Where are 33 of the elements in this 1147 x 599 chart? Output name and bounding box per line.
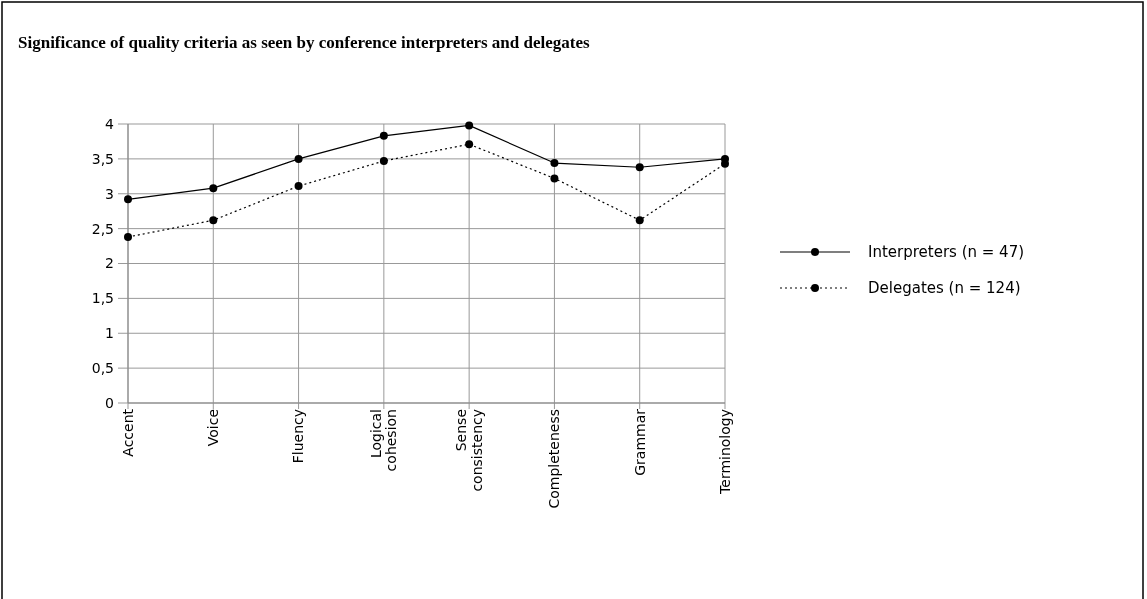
y-tick-label: 3 — [105, 185, 114, 202]
x-tick-label: Accent — [119, 408, 136, 457]
y-tick-label: 3,5 — [91, 150, 114, 167]
point — [550, 174, 559, 183]
point — [294, 154, 303, 163]
point — [379, 131, 388, 140]
x-tick-label: Logical cohesion — [368, 409, 400, 472]
legend-label: Delegates (n = 124) — [868, 279, 1021, 298]
point — [209, 216, 218, 225]
y-tick-label: 2 — [105, 255, 114, 272]
x-tick-label: Voice — [205, 409, 222, 447]
point — [379, 156, 388, 165]
y-tick-label: 2,5 — [91, 220, 114, 237]
y-tick-label: 0,5 — [91, 360, 114, 377]
point — [635, 216, 644, 225]
point — [635, 163, 644, 172]
point — [124, 195, 132, 204]
x-tick-label: Fluency — [290, 409, 307, 464]
y-tick-label: 0 — [105, 394, 114, 411]
chart-title: Significance of quality criteria as seen by conference interpreters and delegates — [18, 33, 590, 52]
point — [209, 184, 218, 193]
x-tick-label: Terminology — [716, 409, 733, 495]
y-tick-label: 1 — [105, 325, 114, 342]
point — [465, 140, 474, 149]
y-tick-label: 4 — [105, 115, 115, 132]
x-tick-label: Completeness — [546, 409, 563, 509]
legend-label: Interpreters (n = 47) — [868, 243, 1025, 262]
point — [550, 159, 559, 168]
point — [124, 233, 132, 241]
point — [465, 121, 474, 130]
point — [294, 182, 303, 191]
x-tick-label: Grammar — [631, 408, 648, 476]
y-tick-label: 1,5 — [91, 290, 114, 307]
